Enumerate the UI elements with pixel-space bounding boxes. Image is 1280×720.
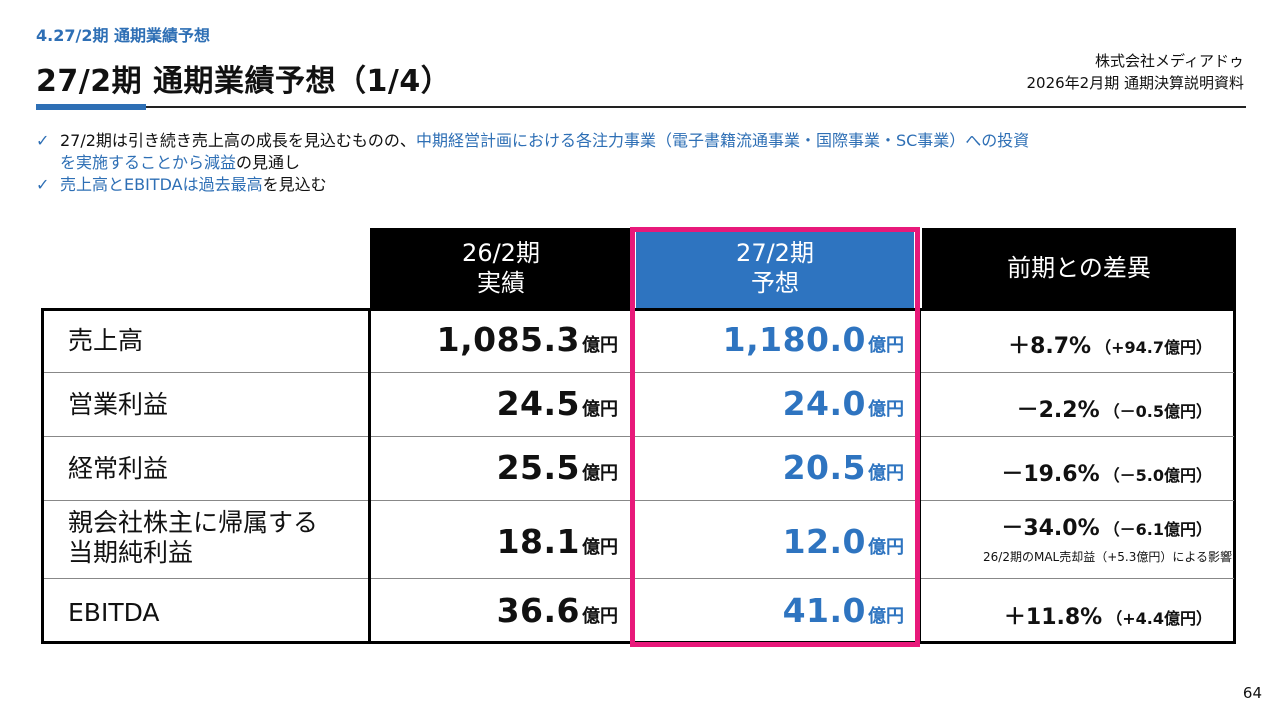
table-cell-forecast: 20.5 億円: [646, 448, 904, 487]
value: 41.0: [782, 591, 866, 630]
check-icon: ✓: [36, 175, 50, 194]
label-line: 当期純利益: [68, 538, 194, 567]
table-cell-diff: ＋8.7% （+94.7億円）: [930, 328, 1212, 360]
value: 12.0: [782, 522, 866, 561]
value: 20.5: [782, 448, 866, 487]
table-footnote: 26/2期のMAL売却益（+5.3億円）による影響: [983, 550, 1232, 564]
company-info: 株式会社メディアドゥ 2026年2月期 通期決算説明資料: [1027, 50, 1245, 94]
forecast-highlight-frame: [630, 227, 920, 647]
diff-amount: （－6.1億円）: [1103, 520, 1212, 539]
table-cell-prev: 1,085.3 億円: [380, 320, 618, 359]
value: 1,085.3: [436, 320, 580, 359]
diff-percent: －2.2%: [1016, 398, 1100, 423]
bullet-item: ✓ 売上高とEBITDAは過去最高を見込む: [36, 174, 1251, 196]
unit: 億円: [868, 335, 904, 356]
header-forecast: 27/2期 予想: [636, 228, 914, 308]
row-divider: [44, 578, 1234, 579]
document-name: 2026年2月期 通期決算説明資料: [1026, 74, 1245, 92]
diff-percent: －34.0%: [1001, 516, 1100, 541]
diff-percent: ＋11.8%: [1003, 605, 1103, 630]
value: 24.0: [782, 384, 866, 423]
header-difference: 前期との差異: [922, 228, 1236, 308]
title-rule: [36, 106, 1246, 108]
bullet-text-part: 27/2期は引き続き売上高の成長を見込むものの、: [60, 131, 416, 150]
bullet-list: ✓ 27/2期は引き続き売上高の成長を見込むものの、中期経営計画における各注力事…: [36, 130, 1251, 196]
diff-amount: （+4.4億円）: [1106, 609, 1212, 628]
diff-amount: （－0.5億円）: [1103, 402, 1212, 421]
unit: 億円: [582, 335, 618, 356]
row-divider: [44, 436, 1234, 437]
header-text: 前期との差異: [1007, 254, 1151, 282]
unit: 億円: [868, 399, 904, 420]
bullet-text-part: を見込む: [262, 175, 327, 194]
header-text: 予想: [751, 269, 799, 297]
header-text: 実績: [477, 269, 525, 297]
row-label-ebitda: EBITDA: [68, 598, 160, 627]
unit: 億円: [582, 399, 618, 420]
table-cell-diff: ＋11.8% （+4.4億円）: [930, 599, 1212, 631]
header-prev-actual: 26/2期 実績: [370, 228, 632, 308]
bullet-text-part: の見通し: [236, 153, 301, 172]
row-divider: [44, 500, 1234, 501]
unit: 億円: [868, 537, 904, 558]
unit: 億円: [582, 606, 618, 627]
value: 18.1: [496, 522, 580, 561]
section-label: 4.27/2期 通期業績予想: [36, 26, 211, 45]
diff-amount: （+94.7億円）: [1095, 338, 1212, 357]
diff-percent: ＋8.7%: [1008, 334, 1092, 359]
unit: 億円: [582, 537, 618, 558]
table-cell-diff: －34.0% （－6.1億円）: [930, 510, 1212, 542]
bullet-text: 27/2期は引き続き売上高の成長を見込むものの、中期経営計画における各注力事業（…: [60, 130, 1029, 174]
table-cell-diff: －19.6% （－5.0億円）: [930, 456, 1212, 488]
page-title: 27/2期 通期業績予想（1/4）: [36, 64, 452, 99]
bullet-highlight: を実施することから減益: [60, 153, 237, 172]
table-cell-prev: 25.5 億円: [380, 448, 618, 487]
row-label-sales: 売上高: [68, 326, 144, 355]
label-line: 親会社株主に帰属する: [68, 508, 319, 537]
row-label-operating-income: 営業利益: [68, 390, 169, 419]
value: 1,180.0: [722, 320, 866, 359]
column-divider: [368, 308, 371, 644]
table-cell-forecast: 1,180.0 億円: [646, 320, 904, 359]
row-divider: [44, 372, 1234, 373]
row-label-ordinary-income: 経常利益: [68, 454, 169, 483]
table-cell-forecast: 41.0 億円: [646, 591, 904, 630]
check-icon: ✓: [36, 131, 50, 150]
header-text: 27/2期: [736, 239, 814, 267]
unit: 億円: [582, 463, 618, 484]
bullet-highlight: 中期経営計画における各注力事業（電子書籍流通事業・国際事業・SC事業）への投資: [415, 131, 1030, 150]
bullet-highlight: 売上高とEBITDAは過去最高: [60, 175, 263, 194]
diff-amount: （－5.0億円）: [1103, 466, 1212, 485]
table-cell-forecast: 24.0 億円: [646, 384, 904, 423]
row-label-net-income: 親会社株主に帰属する 当期純利益: [68, 508, 318, 568]
bullet-text: 売上高とEBITDAは過去最高を見込む: [60, 174, 327, 196]
title-rule-accent: [36, 104, 146, 110]
value: 25.5: [496, 448, 580, 487]
value: 36.6: [496, 591, 580, 630]
table-cell-diff: －2.2% （－0.5億円）: [930, 392, 1212, 424]
table-cell-prev: 18.1 億円: [380, 522, 618, 561]
table-cell-forecast: 12.0 億円: [646, 522, 904, 561]
value: 24.5: [496, 384, 580, 423]
company-name: 株式会社メディアドゥ: [1095, 52, 1244, 70]
table-cell-prev: 24.5 億円: [380, 384, 618, 423]
header-text: 26/2期: [462, 239, 540, 267]
bullet-item: ✓ 27/2期は引き続き売上高の成長を見込むものの、中期経営計画における各注力事…: [36, 130, 1251, 174]
table-cell-prev: 36.6 億円: [380, 591, 618, 630]
unit: 億円: [868, 606, 904, 627]
diff-percent: －19.6%: [1001, 462, 1100, 487]
page-number: 64: [1242, 684, 1262, 702]
unit: 億円: [868, 463, 904, 484]
